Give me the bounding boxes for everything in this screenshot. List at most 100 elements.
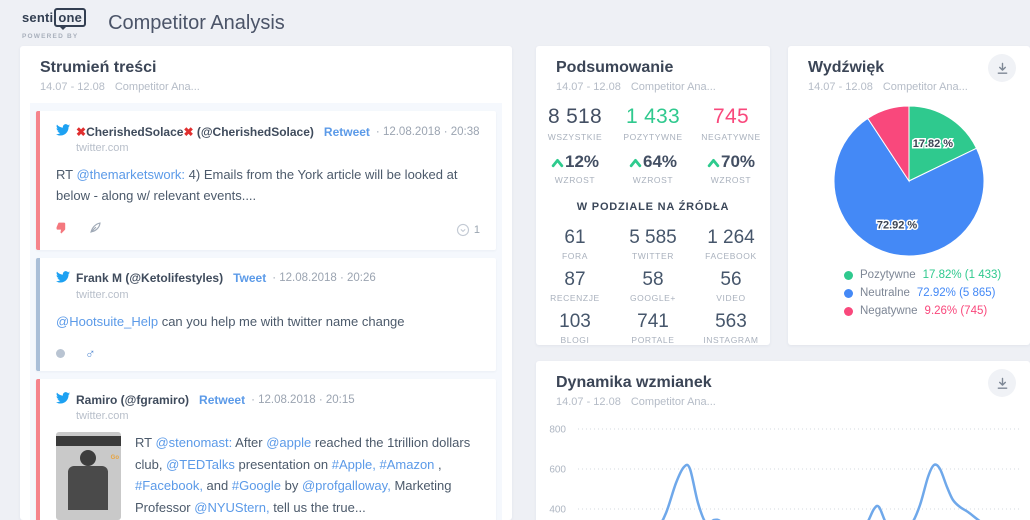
tweet-meta: · 12.08.2018 · 20:26	[272, 272, 376, 285]
tweet-meta: · 12.08.2018 · 20:38	[375, 125, 480, 138]
tweet-type-link[interactable]: Tweet	[233, 271, 267, 286]
thumbs-down-icon[interactable]	[56, 221, 69, 239]
source-blogi: 103 BLOGI	[559, 310, 591, 345]
positive-dot-icon	[844, 270, 853, 280]
project-name: Competitor Ana...	[630, 81, 716, 93]
growth-up-icon	[551, 158, 564, 167]
powered-by-label: POWERED BY	[22, 33, 79, 40]
svg-text:800: 800	[549, 425, 566, 436]
mentions-line-chart[interactable]: 800 600 400	[536, 410, 1030, 520]
project-name: Competitor Ana...	[114, 81, 200, 93]
dynamics-panel-title: Dynamika wzmianek	[556, 374, 712, 391]
sentiment-panel-subtitle: 14.07 - 12.08 Competitor Ana...	[808, 81, 1010, 93]
download-button[interactable]	[988, 369, 1016, 397]
source-fora: 61 FORA	[561, 226, 588, 261]
sentione-logo[interactable]: senti one POWERED BY	[22, 8, 87, 40]
tweet-card[interactable]: Frank M (@Ketolifestyles) Tweet · 12.08.…	[36, 257, 496, 372]
tweet-author: ✖CherishedSolace✖ (@CherishedSolace)	[76, 124, 314, 139]
tweet-card[interactable]: ✖CherishedSolace✖ (@CherishedSolace) Ret…	[36, 111, 496, 250]
tweet-body: @Hootsuite_Help can you help me with twi…	[56, 313, 405, 329]
stream-panel-subtitle: 14.07 - 12.08 Competitor Ana...	[40, 81, 492, 93]
neutral-dot-icon	[844, 288, 853, 298]
tweet-footer: 1	[56, 221, 480, 241]
source-video: 56 VIDEO	[716, 268, 746, 303]
top-bar: senti one POWERED BY Competitor Analysis	[22, 8, 285, 40]
twitter-icon	[56, 392, 70, 407]
panel-stream: Strumień treści 14.07 - 12.08 Competitor …	[20, 46, 512, 520]
mention-link[interactable]: @profgalloway,	[301, 478, 391, 494]
panel-sentiment: Wydźwięk 14.07 - 12.08 Competitor Ana... …	[788, 46, 1030, 345]
mention-link[interactable]: #Google	[231, 478, 282, 494]
legend-row-neutral: Neutralne 72.92% (5 865)	[844, 287, 1030, 299]
legend-row-negative: Negatywne 9.26% (745)	[844, 305, 1030, 317]
source-google-plus: 58 GOOGLE+	[629, 268, 676, 303]
download-button[interactable]	[988, 54, 1016, 82]
svg-text:600: 600	[549, 465, 566, 476]
tweet-type-link[interactable]: Retweet	[199, 392, 246, 407]
source-instagram: 563 INSTAGRAM	[703, 310, 759, 345]
download-icon	[997, 377, 1007, 389]
summary-totals: 8 518 WSZYSTKIE 1 433 POZYTYWNE 745 NEGA…	[536, 105, 770, 142]
tweet-image-thumbnail[interactable]: Go	[56, 432, 121, 520]
engagement-count-value: 1	[473, 223, 480, 236]
project-name: Competitor Ana...	[630, 396, 716, 408]
sentiment-panel-header: Wydźwięk 14.07 - 12.08 Competitor Ana...	[788, 46, 1030, 93]
source-recenzje: 87 RECENZJE	[550, 268, 600, 303]
tweet-header: Ramiro (@fgramiro) Retweet · 12.08.2018 …	[56, 392, 480, 407]
mention-link[interactable]: @themarketswork:	[76, 167, 186, 182]
tweet-card[interactable]: Ramiro (@fgramiro) Retweet · 12.08.2018 …	[36, 379, 496, 520]
summary-panel-subtitle: 14.07 - 12.08 Competitor Ana...	[556, 81, 750, 93]
mention-link[interactable]: @NYUStern,	[194, 499, 270, 515]
sources-grid: 61 FORA 5 585 TWITTER 1 264 FACEBOOK 87 RECE…	[536, 219, 770, 345]
mention-link[interactable]: #Apple,	[331, 456, 376, 472]
panel-dynamics: Dynamika wzmianek 14.07 - 12.08 Competito…	[536, 361, 1030, 520]
sentiment-pie[interactable]: 17.82 % 72.92 %	[788, 97, 1030, 257]
tweet-header: ✖CherishedSolace✖ (@CherishedSolace) Ret…	[56, 124, 480, 139]
neutral-sentiment-dot-icon[interactable]	[56, 348, 65, 358]
mention-link[interactable]: @apple	[266, 435, 312, 451]
mention-link[interactable]: @TEDTalks	[166, 456, 235, 472]
project-name: Competitor Ana...	[882, 81, 968, 93]
summary-growth: 12% WZROST 64% WZROST 70% WZROST	[536, 152, 770, 185]
negative-dot-icon	[844, 306, 853, 316]
source-twitter: 5 585 TWITTER	[629, 226, 677, 261]
tweet-author: Frank M (@Ketolifestyles)	[76, 271, 224, 286]
mention-link[interactable]: #Facebook,	[135, 478, 203, 494]
tweet-domain: twitter.com	[76, 142, 129, 154]
tweet-footer: ♂	[56, 346, 480, 362]
tweet-text: RT @stenomast: After @apple reached the …	[135, 435, 471, 515]
dynamics-panel-header: Dynamika wzmianek 14.07 - 12.08 Competito…	[536, 361, 1030, 408]
logo-box-text: one	[54, 8, 87, 30]
twitter-icon	[56, 271, 70, 286]
tweet-list: ✖CherishedSolace✖ (@CherishedSolace) Ret…	[30, 103, 502, 520]
growth-negative: 70% WZROST	[692, 152, 770, 185]
svg-text:72.92 %: 72.92 %	[877, 219, 918, 231]
sentiment-panel-title: Wydźwięk	[808, 59, 885, 76]
legend-row-positive: Pozytywne 17.82% (1 433)	[844, 269, 1030, 281]
panel-summary: Podsumowanie 14.07 - 12.08 Competitor Ana…	[536, 46, 770, 345]
svg-text:400: 400	[549, 505, 566, 516]
mention-link[interactable]: #Amazon	[379, 456, 435, 472]
engagement-count: 1	[456, 223, 480, 237]
summary-panel-header: Podsumowanie 14.07 - 12.08 Competitor Ana…	[536, 46, 770, 93]
dynamics-panel-subtitle: 14.07 - 12.08 Competitor Ana...	[556, 396, 1010, 408]
tweet-meta: · 12.08.2018 · 20:15	[251, 393, 355, 406]
tweet-type-link[interactable]: Retweet	[323, 124, 370, 139]
mention-link[interactable]: @Hootsuite_Help	[56, 313, 159, 329]
growth-all: 12% WZROST	[536, 152, 614, 185]
pie-slice-negatywne	[867, 105, 910, 183]
mention-link[interactable]: @stenomast:	[155, 435, 233, 451]
stream-panel-title: Strumień treści	[40, 59, 157, 76]
stat-negative: 745 NEGATYWNE	[701, 105, 761, 142]
stat-all: 8 518 WSZYSTKIE	[547, 105, 603, 142]
pie-slice-pozytywne	[908, 105, 978, 182]
feather-tag-icon[interactable]	[89, 221, 102, 239]
sentiment-legend: Pozytywne 17.82% (1 433) Neutralne 72.92…	[844, 269, 1030, 317]
sources-heading: W PODZIALE NA ŹRÓDŁA	[576, 200, 730, 213]
svg-text:17.82 %: 17.82 %	[913, 138, 954, 150]
date-range: 14.07 - 12.08	[808, 81, 873, 93]
tweet-domain: twitter.com	[76, 288, 129, 301]
tweet-author: Ramiro (@fgramiro)	[76, 392, 190, 407]
growth-positive: 64% WZROST	[614, 152, 692, 185]
tweet-header: Frank M (@Ketolifestyles) Tweet · 12.08.…	[56, 271, 480, 286]
